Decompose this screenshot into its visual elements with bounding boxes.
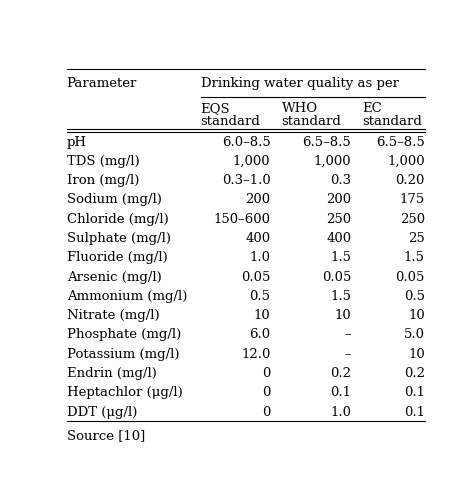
Text: 0.05: 0.05 <box>322 270 351 283</box>
Text: standard: standard <box>201 115 261 128</box>
Text: 0.3–1.0: 0.3–1.0 <box>222 174 271 187</box>
Text: Source [10]: Source [10] <box>66 428 145 441</box>
Text: Heptachlor (μg/l): Heptachlor (μg/l) <box>66 385 182 398</box>
Text: 200: 200 <box>326 193 351 206</box>
Text: 25: 25 <box>408 231 425 244</box>
Text: Fluoride (mg/l): Fluoride (mg/l) <box>66 251 167 264</box>
Text: Nitrate (mg/l): Nitrate (mg/l) <box>66 309 159 322</box>
Text: 1,000: 1,000 <box>314 155 351 168</box>
Text: 5.0: 5.0 <box>404 328 425 341</box>
Text: –: – <box>345 347 351 360</box>
Text: 0.05: 0.05 <box>241 270 271 283</box>
Text: 6.5–8.5: 6.5–8.5 <box>376 135 425 148</box>
Text: standard: standard <box>282 115 341 128</box>
Text: Drinking water quality as per: Drinking water quality as per <box>201 77 399 90</box>
Text: 1.0: 1.0 <box>330 405 351 418</box>
Text: 0.1: 0.1 <box>404 385 425 398</box>
Text: 400: 400 <box>246 231 271 244</box>
Text: 175: 175 <box>400 193 425 206</box>
Text: Parameter: Parameter <box>66 77 137 90</box>
Text: EC: EC <box>362 102 382 115</box>
Text: 0.20: 0.20 <box>395 174 425 187</box>
Text: 250: 250 <box>326 212 351 225</box>
Text: EQS: EQS <box>201 102 230 115</box>
Text: 0.2: 0.2 <box>404 366 425 379</box>
Text: 10: 10 <box>408 347 425 360</box>
Text: Arsenic (mg/l): Arsenic (mg/l) <box>66 270 161 283</box>
Text: 400: 400 <box>326 231 351 244</box>
Text: 0.5: 0.5 <box>249 289 271 302</box>
Text: Sulphate (mg/l): Sulphate (mg/l) <box>66 231 171 244</box>
Text: Phosphate (mg/l): Phosphate (mg/l) <box>66 328 181 341</box>
Text: 150–600: 150–600 <box>213 212 271 225</box>
Text: 1.5: 1.5 <box>330 289 351 302</box>
Text: 1.5: 1.5 <box>404 251 425 264</box>
Text: 0.5: 0.5 <box>404 289 425 302</box>
Text: 0: 0 <box>262 366 271 379</box>
Text: pH: pH <box>66 135 87 148</box>
Text: 0.3: 0.3 <box>330 174 351 187</box>
Text: 1,000: 1,000 <box>387 155 425 168</box>
Text: Ammonium (mg/l): Ammonium (mg/l) <box>66 289 187 302</box>
Text: TDS (mg/l): TDS (mg/l) <box>66 155 139 168</box>
Text: standard: standard <box>362 115 422 128</box>
Text: Sodium (mg/l): Sodium (mg/l) <box>66 193 162 206</box>
Text: 12.0: 12.0 <box>241 347 271 360</box>
Text: 200: 200 <box>246 193 271 206</box>
Text: WHO: WHO <box>282 102 318 115</box>
Text: 6.0: 6.0 <box>249 328 271 341</box>
Text: 1.0: 1.0 <box>249 251 271 264</box>
Text: 0: 0 <box>262 405 271 418</box>
Text: 0.2: 0.2 <box>330 366 351 379</box>
Text: Chloride (mg/l): Chloride (mg/l) <box>66 212 168 225</box>
Text: 6.5–8.5: 6.5–8.5 <box>302 135 351 148</box>
Text: 250: 250 <box>400 212 425 225</box>
Text: Endrin (mg/l): Endrin (mg/l) <box>66 366 156 379</box>
Text: –: – <box>345 328 351 341</box>
Text: 1,000: 1,000 <box>233 155 271 168</box>
Text: Iron (mg/l): Iron (mg/l) <box>66 174 139 187</box>
Text: 6.0–8.5: 6.0–8.5 <box>222 135 271 148</box>
Text: DDT (μg/l): DDT (μg/l) <box>66 405 137 418</box>
Text: 0.1: 0.1 <box>330 385 351 398</box>
Text: 10: 10 <box>335 309 351 322</box>
Text: 0.1: 0.1 <box>404 405 425 418</box>
Text: 10: 10 <box>408 309 425 322</box>
Text: 10: 10 <box>254 309 271 322</box>
Text: 0: 0 <box>262 385 271 398</box>
Text: Potassium (mg/l): Potassium (mg/l) <box>66 347 179 360</box>
Text: 0.05: 0.05 <box>395 270 425 283</box>
Text: 1.5: 1.5 <box>330 251 351 264</box>
